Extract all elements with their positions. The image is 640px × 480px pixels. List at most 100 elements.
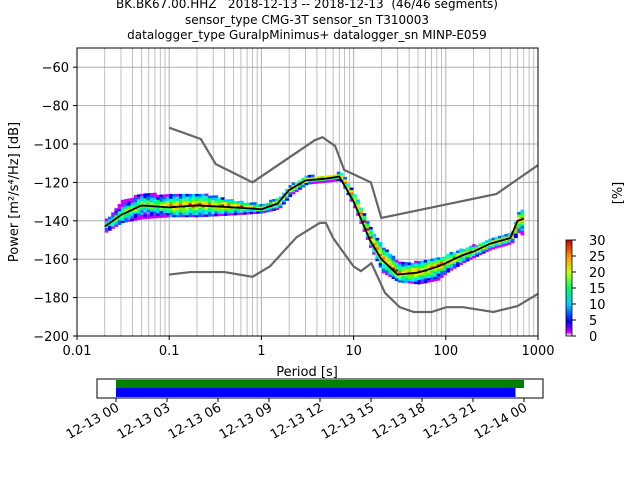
density-cell <box>369 236 373 239</box>
density-cell <box>433 267 438 270</box>
density-cell <box>375 258 380 262</box>
density-cell <box>175 200 180 204</box>
density-cell <box>398 268 402 272</box>
density-cell <box>446 269 451 273</box>
density-cell <box>133 213 138 217</box>
density-cell <box>488 241 492 244</box>
density-cell <box>468 252 473 256</box>
density-cell <box>104 218 109 222</box>
density-cell <box>178 214 183 218</box>
density-cell <box>117 210 122 214</box>
density-cell <box>420 267 425 271</box>
density-cell <box>352 198 357 202</box>
density-cell <box>185 212 190 215</box>
density-cell <box>111 226 115 229</box>
density-cell <box>156 201 161 205</box>
density-cell <box>423 259 428 263</box>
timeline-tick-label: 12-13 03 <box>115 400 173 442</box>
density-cell <box>127 200 132 204</box>
density-cell <box>120 208 125 212</box>
density-cell <box>207 200 212 203</box>
density-cell <box>420 272 425 275</box>
density-cell <box>223 213 228 216</box>
density-cell <box>143 207 148 210</box>
density-cell <box>162 208 167 211</box>
density-cell <box>391 257 396 261</box>
density-cell <box>520 225 525 229</box>
density-cell <box>143 195 148 199</box>
density-cell <box>381 270 386 274</box>
density-cell <box>433 278 438 282</box>
density-cell <box>153 211 157 214</box>
density-cell <box>378 253 383 257</box>
density-cell <box>433 276 438 280</box>
density-cell <box>153 215 157 219</box>
density-cell <box>227 210 231 214</box>
density-cell <box>249 204 254 208</box>
density-cell <box>427 259 431 262</box>
density-cell <box>104 220 109 224</box>
density-cell <box>120 215 125 219</box>
density-cell <box>475 254 480 257</box>
density-cell <box>204 211 209 215</box>
density-cell <box>220 201 225 205</box>
density-cell <box>227 208 231 212</box>
density-cell <box>111 221 115 225</box>
density-cell <box>362 217 367 221</box>
density-cell <box>433 257 438 261</box>
density-cell <box>117 208 122 212</box>
density-cell <box>407 269 412 272</box>
density-cell <box>504 233 509 237</box>
density-cell <box>336 173 341 177</box>
density-cell <box>443 258 447 262</box>
density-cell <box>117 222 122 225</box>
y-tick-label: −100 <box>33 138 69 153</box>
density-cell <box>459 257 463 261</box>
density-cell <box>398 263 402 267</box>
density-cell <box>417 263 422 266</box>
density-cell <box>343 181 347 185</box>
density-cell <box>314 176 318 180</box>
density-cell <box>214 197 219 201</box>
density-cell <box>204 207 209 210</box>
density-cell <box>394 264 399 268</box>
density-cell <box>343 179 347 182</box>
density-cell <box>169 200 173 204</box>
density-cell <box>356 199 360 203</box>
density-cell <box>404 271 409 274</box>
density-cell <box>182 214 186 218</box>
density-cell <box>249 202 254 206</box>
density-cell <box>162 194 167 197</box>
density-cell <box>352 196 357 199</box>
density-cell <box>365 221 370 224</box>
density-cell <box>452 261 457 265</box>
density-cell <box>433 264 438 268</box>
density-cell <box>269 199 273 203</box>
density-cell <box>427 263 431 267</box>
density-cell <box>201 202 206 206</box>
chart-title-line-1: BK.BK67.00.HHZ 2018-12-13 -- 2018-12-13 … <box>116 0 498 11</box>
density-cell <box>398 277 402 281</box>
density-cell <box>124 219 128 223</box>
density-cell <box>410 269 415 273</box>
density-cell <box>259 206 264 209</box>
density-cell <box>369 233 373 237</box>
density-cell <box>459 248 463 252</box>
density-cell <box>262 205 267 209</box>
density-cell <box>120 211 125 214</box>
density-cell <box>327 179 331 183</box>
density-cell <box>456 261 460 265</box>
density-cell <box>462 260 467 264</box>
density-cell <box>439 266 444 269</box>
density-cell <box>449 265 454 269</box>
density-cell <box>236 207 241 211</box>
density-cell <box>127 198 132 202</box>
density-cell <box>159 210 164 214</box>
density-cell <box>443 270 447 273</box>
density-cell <box>162 196 167 200</box>
density-cell <box>378 260 383 264</box>
density-cell <box>478 245 483 249</box>
density-cell <box>420 262 425 266</box>
density-cell <box>178 207 183 211</box>
density-cell <box>407 276 412 279</box>
